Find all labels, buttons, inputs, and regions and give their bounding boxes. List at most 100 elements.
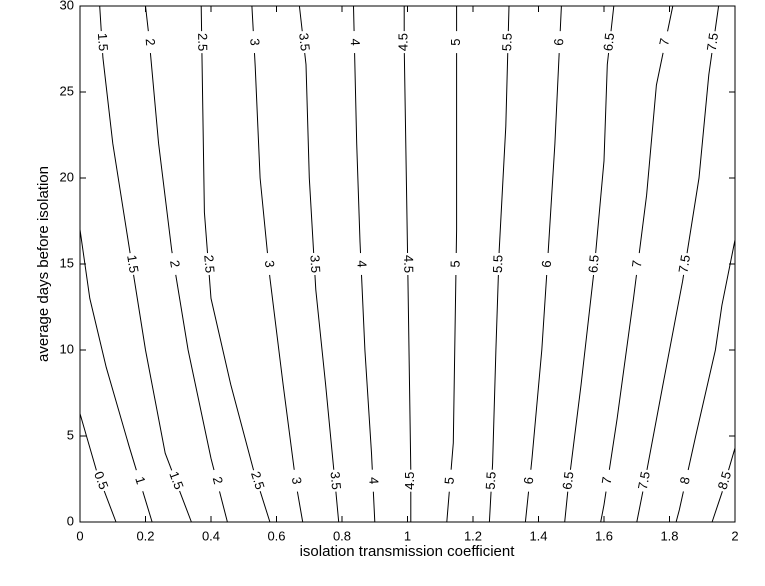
contour-label-bg (560, 468, 578, 493)
x-axis-label: isolation transmission coefficient (300, 543, 516, 560)
contour-label-group: 7.5 (704, 30, 722, 54)
x-tick-label: 1.4 (529, 528, 547, 543)
contour-label-bg (521, 469, 538, 493)
x-tick-label: 1 (404, 528, 411, 543)
contour-label-group: 4 (347, 30, 363, 54)
contour-label-group: 5 (441, 469, 459, 493)
contour-label-bg (287, 468, 305, 493)
contour-label-bg (347, 30, 362, 54)
contour-label-group: 2.5 (194, 30, 210, 54)
contour-label: 2 (167, 259, 183, 269)
contour-label-group: 5.5 (483, 469, 500, 493)
x-tick-label: 1.2 (464, 528, 482, 543)
x-tick-label: 1.8 (660, 528, 678, 543)
contour-label-bg (448, 252, 464, 276)
contour-label-bg (246, 30, 262, 54)
contour-label-bg (123, 252, 141, 276)
contour-label: 6 (539, 260, 554, 268)
contour-label: 2 (143, 38, 159, 47)
contour-label-group: 6.5 (585, 252, 603, 276)
contour-label: 4.5 (402, 472, 417, 490)
contour-label-bg (165, 252, 183, 276)
contour-label-bg (141, 30, 158, 54)
contour-label-group: 6 (551, 30, 568, 54)
contour-label-group: 2.5 (246, 468, 268, 494)
x-tick-label: 0.4 (202, 528, 220, 543)
contour-label-group: 3.5 (295, 30, 313, 54)
contour-label-bg (656, 29, 675, 55)
contour-label-group: 1 (129, 468, 150, 494)
contour-label-bg (353, 252, 369, 276)
contour-label-bg (365, 469, 381, 493)
contour-line (524, 5, 562, 523)
y-tick-label: 20 (60, 169, 74, 184)
contour-label-group: 7 (656, 29, 675, 55)
contour-label-bg (601, 30, 618, 54)
x-tick-label: 0.2 (136, 528, 154, 543)
contour-label-bg (326, 469, 343, 493)
x-tick-label: 0 (76, 528, 83, 543)
contour-label-group: 5.5 (490, 252, 507, 276)
y-tick-label: 25 (60, 83, 74, 98)
contour-label: 3.5 (307, 254, 323, 273)
contour-label-bg (397, 31, 412, 54)
y-tick-label: 5 (67, 427, 74, 442)
y-tick-label: 30 (60, 0, 74, 12)
contour-label-bg (715, 468, 736, 494)
contour-label-group: 3.5 (326, 469, 344, 493)
contour-label-bg (629, 252, 647, 276)
contour-line (79, 413, 117, 523)
contour-label-group: 4.5 (402, 469, 418, 492)
contour-label: 7.5 (704, 32, 721, 52)
contour-label: 7 (629, 259, 645, 268)
contour-label-group: 5.5 (499, 30, 516, 54)
contour-line (353, 5, 376, 523)
contour-label: 5.5 (490, 255, 506, 274)
contour-label-bg (129, 468, 150, 494)
contour-label-bg (442, 469, 459, 493)
contour-label: 4.5 (396, 33, 411, 51)
contour-label: 2.5 (195, 33, 210, 51)
contour-label: 6.5 (600, 32, 617, 52)
contour-label-bg (400, 252, 415, 276)
contour-label: 3 (247, 38, 262, 46)
contour-label-bg (260, 252, 277, 276)
contour-label: 0.5 (91, 469, 111, 491)
contour-label-group: 6 (539, 252, 556, 276)
contour-label: 6.5 (559, 471, 576, 491)
contour-label: 2.5 (201, 254, 217, 273)
contour-label-group: 7.5 (635, 468, 654, 493)
contour-label-bg (94, 30, 110, 54)
contour-label: 5.5 (499, 33, 514, 51)
contour-label: 7.5 (675, 254, 693, 274)
contour-label-group: 3 (287, 468, 305, 493)
contour-label-group: 3 (246, 30, 263, 54)
x-tick-label: 0.8 (333, 528, 351, 543)
contour-label-group: 7 (599, 468, 617, 493)
contour-label-bg (207, 468, 227, 494)
contour-label: 3 (262, 260, 278, 269)
contour-label: 1.5 (124, 254, 142, 274)
contour-label: 7 (656, 37, 672, 47)
contour-label-bg (552, 30, 568, 54)
contour-label: 6 (521, 476, 537, 485)
contour-label: 5 (448, 38, 463, 45)
contour-label: 6.5 (585, 254, 602, 273)
contour-label-bg (599, 468, 617, 493)
contour-label-group: 4 (365, 469, 382, 493)
contour-label: 2 (210, 475, 226, 486)
contour-label: 7.5 (635, 470, 653, 491)
contour-label: 7 (599, 476, 615, 485)
contour-label: 3.5 (296, 32, 313, 52)
contour-label: 5 (441, 476, 457, 484)
contour-label-group: 5 (447, 252, 464, 276)
contour-label-group: 4.5 (400, 252, 416, 276)
contour-label: 8 (677, 475, 693, 485)
contour-label-bg (539, 252, 556, 276)
contour-label-group: 1.5 (165, 467, 187, 494)
contour-label: 4 (354, 260, 369, 268)
contour-label-bg (705, 30, 722, 54)
contour-label: 5 (447, 260, 462, 267)
contour-label-bg (306, 252, 322, 276)
contour-label: 1.5 (166, 469, 186, 491)
